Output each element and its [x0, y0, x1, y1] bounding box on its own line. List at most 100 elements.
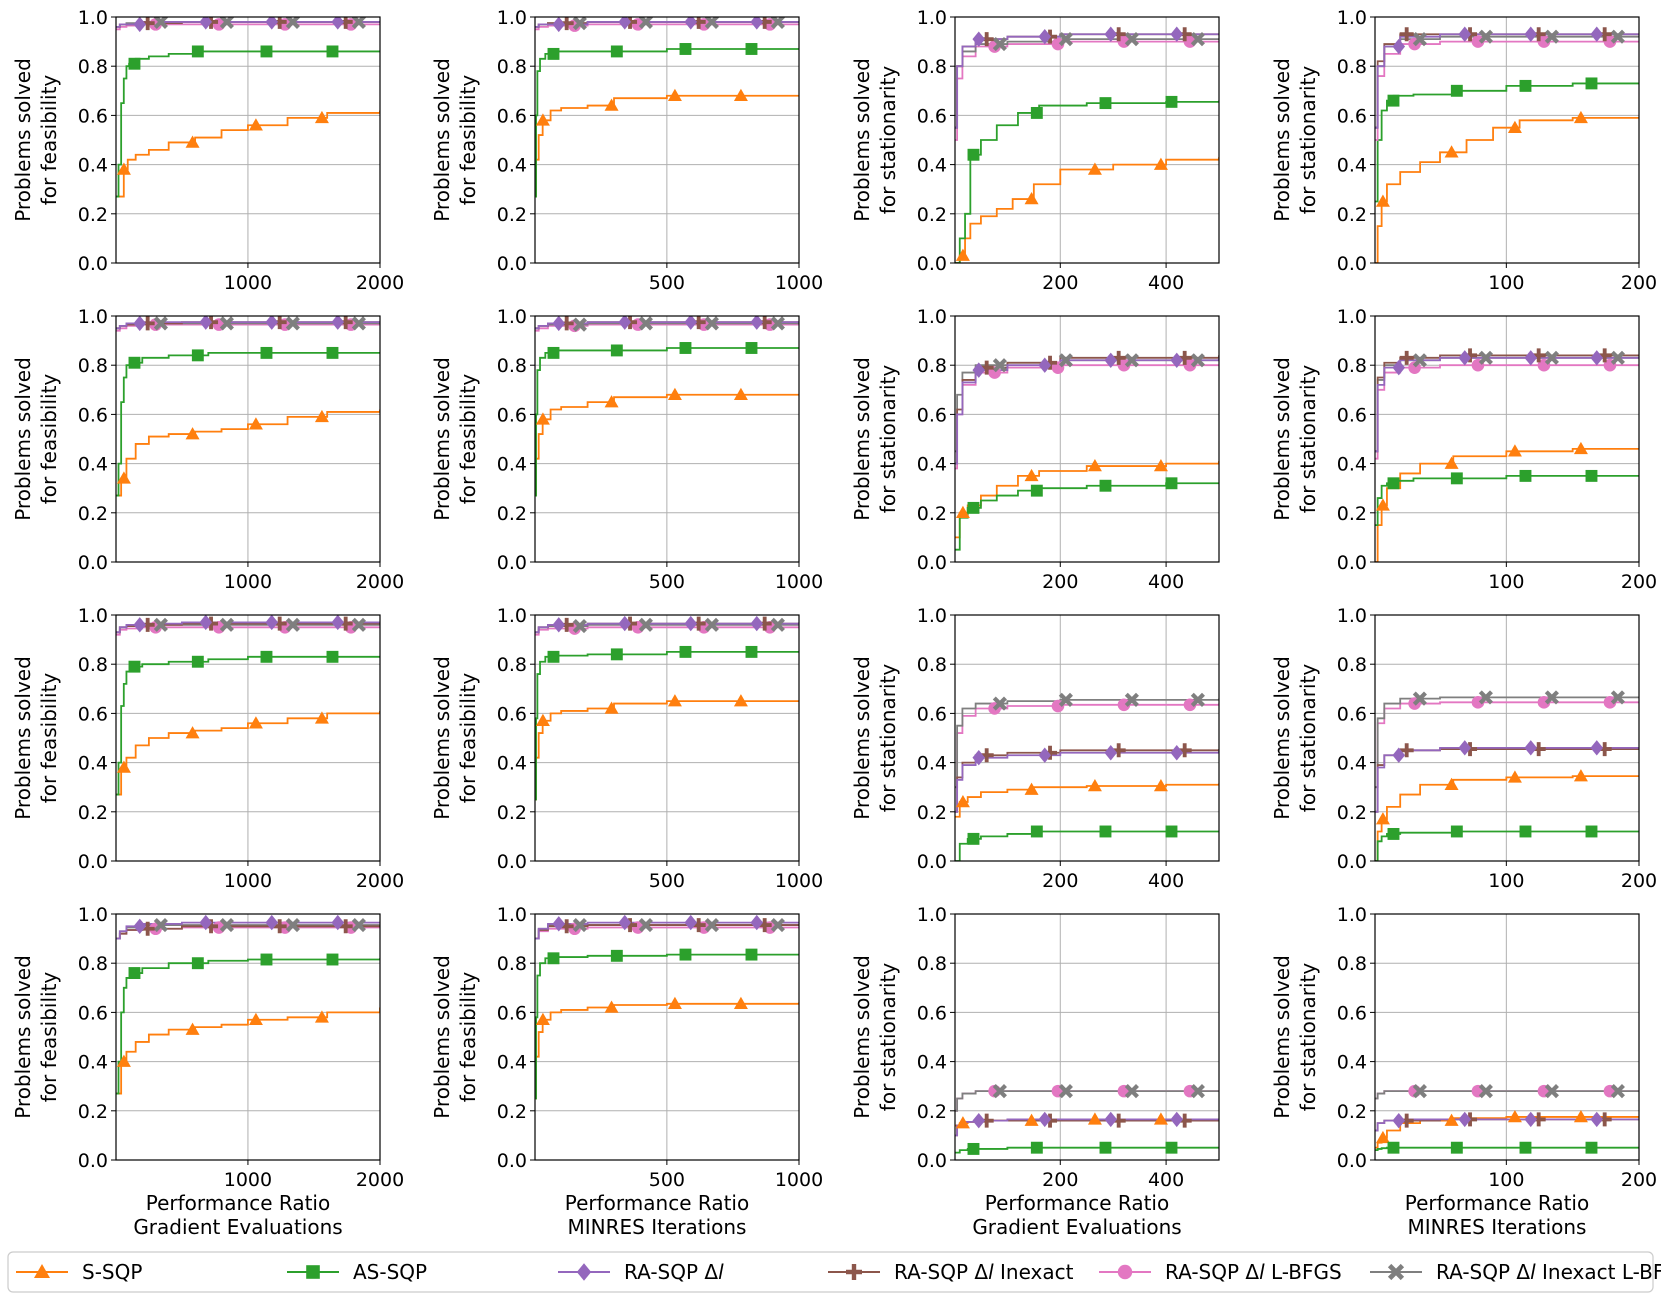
y-tick-label: 1.0	[917, 7, 947, 29]
marker-s-sqp	[1573, 441, 1588, 455]
legend-entry-ra-sqp-deltal-l-bfgs: RA-SQP Δl L-BFGS	[1099, 1260, 1342, 1284]
marker-s-sqp	[185, 427, 200, 440]
marker-ra-sqp-deltal-inexact-l-bfgs	[992, 36, 1007, 52]
marker-as-sqp	[326, 953, 339, 966]
marker-ra-sqp-deltal-inexact-l-bfgs	[153, 17, 168, 30]
x-tick-label: 400	[1148, 272, 1184, 294]
marker-ra-sqp-deltal	[1590, 26, 1604, 42]
y-tick-label: 0.6	[1337, 703, 1367, 725]
x-axis-label: MINRES Iterations	[1408, 1215, 1587, 1239]
y-axis-label: for stationarity	[876, 664, 900, 813]
marker-ra-sqp-deltal	[199, 17, 213, 30]
marker-as-sqp	[128, 967, 141, 979]
y-tick-label: 0.2	[1337, 503, 1367, 525]
marker-s-sqp	[1444, 1113, 1459, 1126]
marker-ra-sqp-deltal	[1590, 1111, 1604, 1128]
marker-as-sqp	[679, 342, 692, 354]
plot-area	[955, 350, 1219, 551]
y-tick-label: 0.2	[78, 802, 108, 824]
plot-area	[1375, 1084, 1639, 1154]
marker-ra-sqp-deltal-inexact-l-bfgs	[351, 17, 366, 30]
marker-as-sqp	[1450, 472, 1463, 485]
marker-as-sqp	[1387, 94, 1400, 107]
y-tick-label: 0.0	[497, 851, 527, 873]
marker-as-sqp	[1165, 825, 1178, 838]
y-tick-label: 0.0	[497, 552, 527, 574]
x-tick-label: 100	[1488, 870, 1524, 892]
series-line-ra-sqp-deltal	[535, 321, 799, 330]
marker-ra-sqp-deltal	[552, 17, 566, 33]
subplot-r2-c3: 0.0 0.2 0.4 0.6 0.8 1.0 200 400 Problems solved f…	[850, 306, 1220, 593]
legend-label-prefix: S-SQP	[82, 1260, 142, 1284]
marker-ra-sqp-deltal-inexact-l-bfgs	[638, 316, 653, 331]
marker-ra-sqp-deltal	[1104, 1111, 1118, 1128]
marker-ra-sqp-deltal	[1038, 357, 1052, 373]
marker-ra-sqp-deltal-l-bfgs	[1117, 698, 1131, 712]
y-axis-label: Problems solved	[850, 58, 874, 222]
marker-s-sqp	[185, 1022, 200, 1035]
y-axis-label: for feasibility	[37, 374, 61, 505]
marker-as-sqp	[1165, 477, 1178, 490]
y-tick-label: 0.6	[497, 703, 527, 725]
marker-as-sqp	[1450, 84, 1463, 97]
x-tick-label: 400	[1148, 1169, 1184, 1191]
y-tick-label: 0.2	[1337, 1101, 1367, 1123]
marker-s-sqp	[667, 996, 682, 1010]
marker-as-sqp	[967, 148, 980, 161]
y-axis-label: for stationarity	[1296, 66, 1320, 215]
marker-s-sqp	[1375, 1130, 1390, 1144]
y-axis-label: for feasibility	[37, 75, 61, 206]
plot-area	[535, 914, 799, 1100]
legend-label-italic: l	[1530, 1260, 1536, 1284]
marker-as-sqp	[679, 645, 692, 658]
marker-as-sqp	[326, 45, 339, 58]
legend-label-suffix: L-BFGS	[1265, 1260, 1342, 1284]
marker-ra-sqp-deltal	[1524, 1111, 1538, 1128]
y-axis-label: for stationarity	[1296, 664, 1320, 813]
marker-as-sqp	[128, 57, 141, 70]
y-axis-label: for feasibility	[37, 972, 61, 1103]
y-tick-label: 0.8	[1337, 355, 1367, 377]
series-line-ra-sqp-deltal-inexact-l-bfgs	[955, 1090, 1219, 1112]
marker-ra-sqp-deltal-inexact-l-bfgs	[638, 617, 653, 632]
series-line-ra-sqp-deltal-l-bfgs	[955, 364, 1219, 470]
marker-ra-sqp-deltal-inexact-l-bfgs	[638, 17, 653, 30]
y-tick-label: 0.6	[917, 404, 947, 426]
y-tick-label: 0.4	[917, 1052, 947, 1074]
marker-s-sqp	[185, 135, 200, 148]
marker-s-sqp	[1024, 782, 1039, 795]
marker-s-sqp	[535, 713, 550, 727]
marker-s-sqp	[1444, 456, 1459, 469]
marker-ra-sqp-deltal-inexact-l-bfgs	[285, 617, 300, 632]
marker-ra-sqp-deltal-inexact-l-bfgs	[351, 617, 366, 632]
legend-entry-ra-sqp-deltal-inexact: RA-SQP Δl Inexact	[828, 1260, 1074, 1284]
axes-frame	[1374, 315, 1640, 563]
series-line-ra-sqp-deltal	[1375, 1118, 1639, 1132]
marker-as-sqp	[1585, 825, 1598, 838]
marker-ra-sqp-deltal	[265, 615, 279, 631]
plot-area	[535, 17, 799, 198]
marker-s-sqp	[604, 395, 619, 408]
legend-marker-plus	[846, 1264, 862, 1280]
marker-as-sqp	[128, 660, 141, 673]
marker-s-sqp	[1573, 769, 1588, 782]
marker-ra-sqp-deltal-inexact-l-bfgs	[1478, 1084, 1493, 1099]
marker-s-sqp	[314, 110, 329, 124]
marker-ra-sqp-deltal	[1458, 1111, 1472, 1128]
marker-ra-sqp-deltal-inexact-l-bfgs	[992, 1084, 1007, 1099]
marker-ra-sqp-deltal-inexact-l-bfgs	[219, 17, 234, 30]
legend-label: S-SQP	[82, 1260, 142, 1284]
marker-ra-sqp-deltal-inexact-l-bfgs	[704, 917, 719, 933]
marker-as-sqp	[967, 501, 980, 514]
marker-ra-sqp-deltal-l-bfgs	[1183, 358, 1197, 372]
series-line-as-sqp	[535, 651, 799, 801]
marker-ra-sqp-deltal-inexact-l-bfgs	[1124, 692, 1139, 707]
marker-as-sqp	[1030, 825, 1043, 838]
x-tick-label: 1000	[775, 272, 823, 294]
legend-label: RA-SQP Δl L-BFGS	[1165, 1260, 1342, 1284]
marker-ra-sqp-deltal	[684, 615, 698, 632]
marker-ra-sqp-deltal-inexact-l-bfgs	[992, 358, 1007, 373]
y-tick-label: 0.4	[78, 155, 108, 177]
marker-ra-sqp-deltal	[1392, 747, 1406, 763]
marker-s-sqp	[667, 694, 682, 707]
